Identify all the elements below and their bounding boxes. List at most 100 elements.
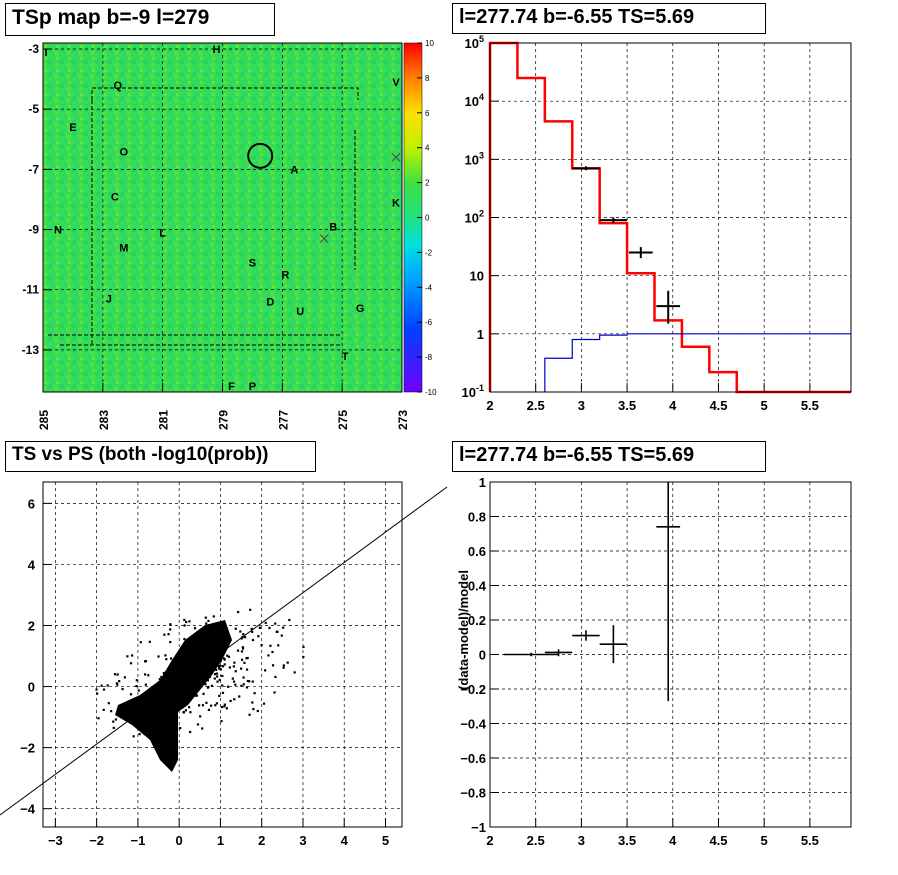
scatter-point xyxy=(262,702,266,705)
x-tick-label: 2 xyxy=(258,833,265,848)
y-tick-label: −0.2 xyxy=(460,682,486,697)
scatter-panel: −3 −2 −1 0 1 2 3 4 5 6 4 2 0 −2 −4 xyxy=(0,481,448,848)
scatter-point xyxy=(204,659,207,662)
y-tick-label: −4 xyxy=(20,802,36,817)
scatter-point xyxy=(240,684,243,687)
scatter-point xyxy=(192,670,196,673)
scatter-point xyxy=(182,711,185,714)
scatter-point xyxy=(163,671,167,674)
spectrum-series xyxy=(488,41,851,394)
scatter-point xyxy=(216,680,219,683)
scatter-point xyxy=(223,705,226,708)
scatter-point xyxy=(114,718,118,721)
source-label: F xyxy=(228,381,235,393)
scatter-point xyxy=(158,693,161,696)
scatter-point xyxy=(199,678,202,682)
scatter-point xyxy=(129,693,133,696)
scatter-point xyxy=(245,686,249,689)
source-label: N xyxy=(54,225,62,237)
scatter-point xyxy=(137,689,140,692)
scatter-point xyxy=(282,626,285,629)
scatter-point xyxy=(253,692,256,695)
scatter-point xyxy=(169,628,172,631)
scatter-point xyxy=(196,723,200,726)
scatter-point xyxy=(205,664,208,667)
scatter-point xyxy=(280,634,283,637)
source-labels: I H V Q E O A K C B N L M S R J D U G T F P xyxy=(44,44,400,393)
scatter-point xyxy=(129,662,133,665)
scatter-point xyxy=(282,666,285,669)
colorbar-axis: 10 8 6 4 2 0 -2 -4 -6 -8 -10 xyxy=(417,39,437,397)
scatter-point xyxy=(169,670,172,673)
scatter-point xyxy=(183,687,187,690)
scatter-point xyxy=(207,619,210,623)
scatter-point xyxy=(286,661,289,664)
x-tick-label: 0 xyxy=(176,833,183,848)
scatter-point xyxy=(219,659,222,663)
scatter-point xyxy=(167,633,170,636)
scatter-point xyxy=(126,655,129,658)
colorbar-tick-label: 2 xyxy=(425,179,430,188)
y-tick-label: -9 xyxy=(28,223,39,237)
scatter-point xyxy=(203,670,207,673)
tsmap-axes: 285 283 281 279 277 275 273 -3 -5 -7 -9 -11 -13 xyxy=(22,42,410,430)
scatter-point xyxy=(146,721,149,724)
scatter-point xyxy=(223,703,226,706)
scatter-point xyxy=(207,674,211,677)
colorbar-tick-label: 4 xyxy=(425,144,430,153)
y-tick-label: -3 xyxy=(28,42,39,56)
scatter-point xyxy=(191,663,194,666)
source-label: I xyxy=(44,47,47,59)
scatter-point xyxy=(198,655,201,658)
scatter-point xyxy=(150,732,153,735)
scatter-point xyxy=(199,654,202,658)
scatter-point xyxy=(116,683,119,686)
scatter-point xyxy=(243,661,246,664)
scatter-point xyxy=(228,666,231,669)
x-tick-label: 285 xyxy=(37,410,51,430)
x-tick-label: 283 xyxy=(97,410,111,430)
scatter-point xyxy=(240,658,244,661)
scatter-point xyxy=(251,680,254,683)
scatter-point xyxy=(202,662,205,665)
scatter-point xyxy=(115,682,119,685)
scatter-point xyxy=(123,676,126,679)
y-tick-label: −2 xyxy=(20,741,35,756)
scatter-point xyxy=(202,636,206,640)
source-label: U xyxy=(296,306,304,318)
y-tick-label: −0.6 xyxy=(460,751,486,766)
scatter-point xyxy=(241,647,245,650)
source-label: R xyxy=(281,270,289,282)
scatter-point xyxy=(202,669,205,672)
scatter-point xyxy=(179,726,182,730)
scatter-point xyxy=(130,654,134,657)
scatter-point xyxy=(245,657,248,660)
scatter-point xyxy=(166,687,169,691)
scatter-point xyxy=(202,692,205,695)
scatter-point xyxy=(236,649,240,652)
scatter-point xyxy=(205,672,208,676)
y-tick-label: 103 xyxy=(465,150,484,167)
scatter-point xyxy=(139,641,142,644)
scatter-point xyxy=(209,663,212,666)
scatter-point xyxy=(251,630,254,633)
y-tick-label: -13 xyxy=(22,343,40,357)
scatter-point xyxy=(173,712,176,715)
scatter-point xyxy=(195,673,199,677)
source-label: D xyxy=(266,297,274,309)
y-tick-label: -5 xyxy=(28,102,39,116)
scatter-point xyxy=(221,684,224,687)
scatter-point xyxy=(271,650,274,654)
model-histogram xyxy=(544,333,851,392)
scatter-point xyxy=(217,665,221,668)
scatter-point xyxy=(132,735,135,738)
scatter-point xyxy=(138,707,141,710)
scatter-point xyxy=(137,710,140,713)
scatter-point xyxy=(268,626,271,630)
scatter-point xyxy=(183,624,186,627)
scatter-point xyxy=(203,652,206,655)
scatter-point xyxy=(102,688,106,691)
scatter-point xyxy=(210,684,214,687)
scatter-point xyxy=(182,677,185,680)
scatter-point xyxy=(157,655,160,658)
